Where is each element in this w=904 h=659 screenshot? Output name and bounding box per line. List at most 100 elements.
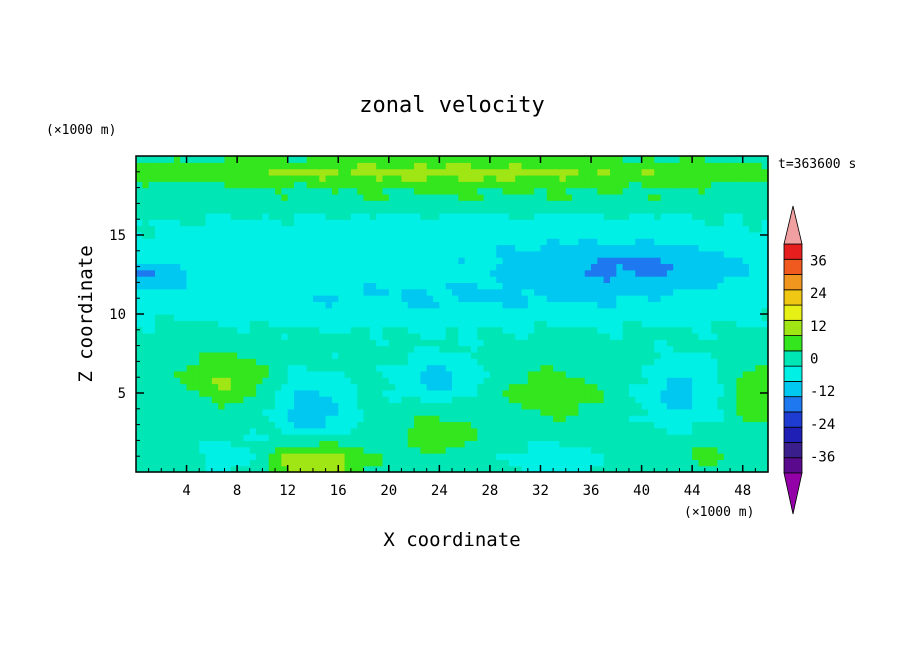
field-cell (540, 168, 548, 176)
field-cell (161, 370, 169, 378)
field-cell (388, 225, 396, 233)
field-cell (369, 358, 377, 366)
field-cell (452, 383, 459, 391)
field-cell (597, 276, 605, 283)
field-cell (148, 465, 156, 473)
field-cell (546, 193, 554, 201)
field-cell (559, 427, 567, 435)
field-cell (281, 263, 289, 271)
field-cell (350, 168, 358, 176)
field-cell (749, 162, 756, 170)
field-cell (603, 168, 611, 176)
field-cell (167, 434, 175, 441)
field-cell (363, 364, 371, 372)
field-cell (275, 446, 282, 454)
field-cell (319, 212, 327, 220)
field-cell (338, 339, 346, 347)
field-cell (325, 314, 333, 321)
field-cell (338, 358, 346, 366)
field-cell (224, 263, 232, 271)
field-cell (338, 225, 346, 233)
field-cell (496, 282, 504, 290)
field-cell (755, 244, 763, 252)
field-cell (477, 225, 485, 233)
field-cell (262, 389, 270, 397)
field-cell (376, 225, 384, 233)
field-cell (331, 168, 339, 176)
field-cell (572, 219, 579, 227)
field-cell (761, 427, 769, 435)
field-cell (167, 408, 175, 416)
field-cell (641, 320, 649, 328)
field-cell (186, 219, 194, 227)
field-cell (534, 396, 542, 404)
field-cell (344, 440, 352, 448)
field-cell (426, 421, 434, 429)
field-cell (218, 421, 226, 429)
field-cell (205, 301, 213, 309)
field-cell (154, 332, 162, 340)
field-cell (211, 282, 219, 290)
field-cell (401, 269, 409, 277)
field-cell (167, 339, 175, 347)
field-cell (742, 244, 750, 252)
field-cell (142, 231, 150, 239)
field-cell (350, 187, 358, 195)
field-cell (483, 402, 491, 410)
field-cell (331, 301, 339, 309)
field-cell (300, 162, 308, 170)
field-cell (628, 295, 636, 302)
field-cell (256, 219, 263, 227)
field-cell (730, 219, 737, 227)
field-cell (224, 314, 232, 321)
field-cell (685, 326, 693, 334)
field-cell (167, 200, 175, 208)
field-cell (173, 377, 181, 385)
field-cell (559, 459, 567, 467)
field-cell (698, 389, 706, 397)
field-cell (445, 219, 453, 227)
field-cell (237, 465, 245, 473)
field-cell (192, 421, 200, 429)
field-cell (736, 402, 744, 410)
field-cell (578, 358, 586, 366)
field-cell (395, 396, 403, 404)
field-cell (534, 408, 542, 416)
field-cell (559, 320, 567, 328)
field-cell (508, 206, 516, 214)
field-cell (401, 162, 409, 170)
field-cell (717, 206, 725, 214)
field-cell (540, 434, 548, 441)
field-cell (218, 377, 226, 385)
field-cell (218, 206, 226, 214)
field-cell (641, 295, 649, 302)
field-cell (565, 332, 573, 340)
field-cell (224, 187, 232, 195)
field-cell (470, 446, 478, 454)
field-cell (647, 465, 655, 473)
field-cell (148, 370, 156, 378)
field-cell (319, 250, 327, 258)
field-cell (388, 257, 396, 265)
field-cell (635, 263, 643, 271)
field-cell (382, 212, 390, 220)
field-cell (717, 440, 725, 448)
field-cell (736, 269, 744, 277)
field-cell (338, 427, 346, 435)
field-cell (142, 263, 150, 271)
field-cell (496, 206, 504, 214)
field-cell (673, 383, 681, 391)
field-cell (572, 295, 579, 302)
field-cell (331, 187, 339, 195)
field-cell (521, 193, 529, 201)
field-cell (211, 440, 219, 448)
field-cell (730, 263, 737, 271)
field-cell (673, 453, 681, 460)
field-cell (597, 244, 605, 252)
field-cell (407, 162, 415, 170)
field-cell (249, 276, 257, 283)
field-cell (230, 314, 238, 321)
field-cell (268, 434, 276, 441)
field-cell (338, 200, 346, 208)
field-cell (534, 345, 542, 353)
